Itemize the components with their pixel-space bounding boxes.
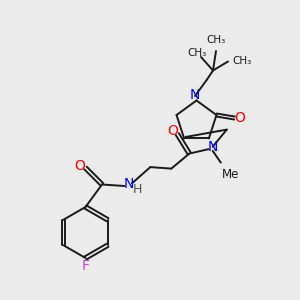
Text: N: N xyxy=(124,177,134,190)
Text: CH₃: CH₃ xyxy=(206,35,226,45)
Text: O: O xyxy=(167,124,178,137)
Text: CH₃: CH₃ xyxy=(232,56,252,67)
Text: F: F xyxy=(82,260,89,273)
Text: Me: Me xyxy=(222,168,240,181)
Text: O: O xyxy=(75,159,86,172)
Text: CH₃: CH₃ xyxy=(187,47,206,58)
Text: N: N xyxy=(190,88,200,102)
Text: O: O xyxy=(234,111,245,125)
Text: H: H xyxy=(132,183,142,196)
Text: N: N xyxy=(208,140,218,154)
